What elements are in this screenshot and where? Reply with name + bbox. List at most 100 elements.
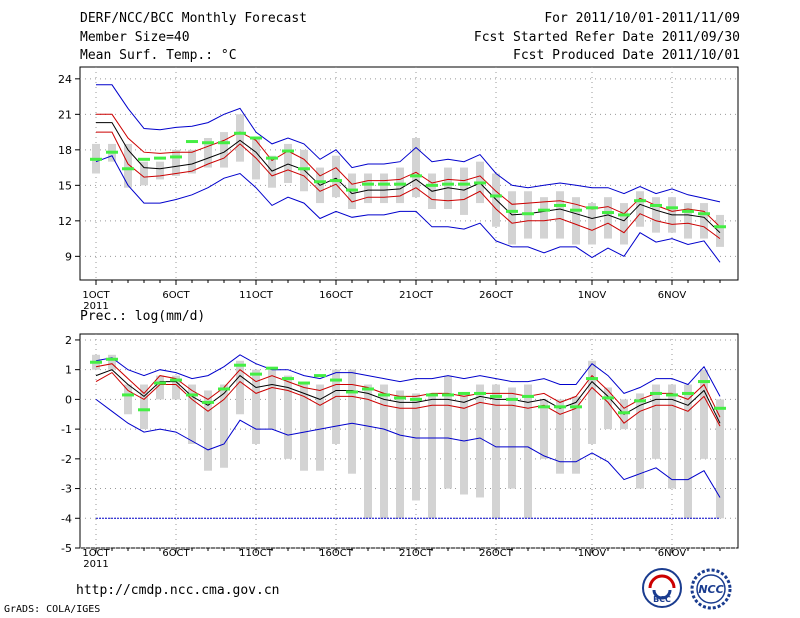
observed-marker (410, 397, 422, 401)
observed-marker (138, 408, 150, 412)
observed-marker (122, 393, 134, 397)
y-tick-label: 1 (65, 364, 72, 377)
ensemble-box (396, 390, 404, 519)
y-tick-label: 0 (65, 393, 72, 406)
observed-marker (682, 209, 694, 213)
observed-marker (426, 183, 438, 187)
y-tick-label: -1 (61, 423, 72, 436)
observed-marker (602, 211, 614, 215)
ensemble-box (108, 354, 116, 370)
observed-marker (586, 377, 598, 381)
x-tick-label: 1OCT (82, 290, 110, 301)
ensemble-box (572, 197, 580, 245)
x-tick-label: 11OCT (239, 548, 274, 559)
ensemble-box (412, 393, 420, 501)
x-tick-label: 26OCT (479, 548, 514, 559)
ensemble-box (652, 384, 660, 459)
ensemble-box (188, 149, 196, 174)
observed-marker (634, 399, 646, 403)
observed-marker (506, 209, 518, 213)
ensemble-box (300, 384, 308, 471)
observed-marker (170, 378, 182, 382)
observed-marker (442, 393, 454, 397)
observed-marker (250, 136, 262, 140)
ensemble-box (364, 384, 372, 519)
series-line-p10 (95, 371, 721, 427)
chart-title: DERF/NCC/BCC Monthly Forecast (80, 11, 307, 26)
ensemble-box (172, 149, 180, 176)
y-tick-label: -2 (61, 453, 72, 466)
y-tick-label: 12 (58, 215, 72, 228)
ensemble-box (380, 384, 388, 519)
y-tick-label: 9 (65, 250, 72, 263)
observed-marker (266, 366, 278, 370)
x-tick-label: 21OCT (399, 290, 434, 301)
ncc-logo: NCC (690, 568, 732, 610)
ensemble-box (188, 384, 196, 444)
observed-marker (618, 213, 630, 217)
series-line-p90 (95, 363, 721, 418)
observed-marker (714, 225, 726, 229)
observed-marker (442, 182, 454, 186)
observed-marker (490, 394, 502, 398)
observed-marker (170, 155, 182, 159)
ensemble-box (620, 203, 628, 245)
observed-marker (90, 360, 102, 364)
ensemble-box (572, 396, 580, 474)
observed-marker (330, 378, 342, 382)
ensemble-box (268, 155, 276, 188)
ensemble-box (508, 191, 516, 245)
observed-marker (218, 141, 230, 145)
observed-marker (250, 372, 262, 376)
ensemble-box (460, 167, 468, 215)
ensemble-box (220, 384, 228, 468)
ensemble-box (556, 191, 564, 239)
x-tick-label: 16OCT (319, 548, 354, 559)
observed-marker (506, 397, 518, 401)
x-tick-label: 6OCT (162, 290, 190, 301)
series-line-max (95, 354, 721, 397)
y-tick-label: -5 (61, 542, 72, 555)
ensemble-box (284, 375, 292, 459)
observed-marker (554, 203, 566, 207)
ensemble-box (684, 384, 692, 519)
observed-marker (378, 393, 390, 397)
ensemble-box (668, 384, 676, 489)
observed-marker (122, 167, 134, 171)
ensemble-box (428, 393, 436, 519)
observed-marker (282, 149, 294, 153)
observed-marker (666, 393, 678, 397)
ensemble-box (604, 197, 612, 239)
ensemble-box (140, 384, 148, 430)
series-line-min (95, 398, 721, 498)
observed-marker (698, 380, 710, 384)
ensemble-box (252, 369, 260, 444)
member-size: Member Size=40 (80, 30, 190, 45)
series-line-p10 (96, 131, 721, 240)
ensemble-box (236, 114, 244, 162)
observed-marker (154, 381, 166, 385)
observed-marker (666, 206, 678, 210)
series-line-p90 (96, 113, 721, 228)
ensemble-box (636, 393, 644, 489)
observed-marker (282, 377, 294, 381)
ensemble-box (492, 384, 500, 519)
observed-marker (714, 406, 726, 410)
observed-marker (474, 181, 486, 185)
observed-marker (618, 411, 630, 415)
observed-marker (138, 157, 150, 161)
ensemble-box (716, 214, 724, 247)
series-line-max (96, 84, 721, 203)
grads-credit: GrADS: COLA/IGES (4, 604, 101, 615)
observed-marker (522, 394, 534, 398)
year-label: 2011 (83, 559, 108, 570)
x-tick-label: 1OCT (82, 548, 110, 559)
x-tick-label: 11OCT (239, 290, 274, 301)
observed-marker (426, 393, 438, 397)
observed-marker (570, 405, 582, 409)
ensemble-box (460, 393, 468, 495)
source-url[interactable]: http://cmdp.ncc.cma.gov.cn (76, 583, 280, 598)
observed-marker (378, 182, 390, 186)
ensemble-box (540, 399, 548, 459)
observed-marker (490, 194, 502, 198)
